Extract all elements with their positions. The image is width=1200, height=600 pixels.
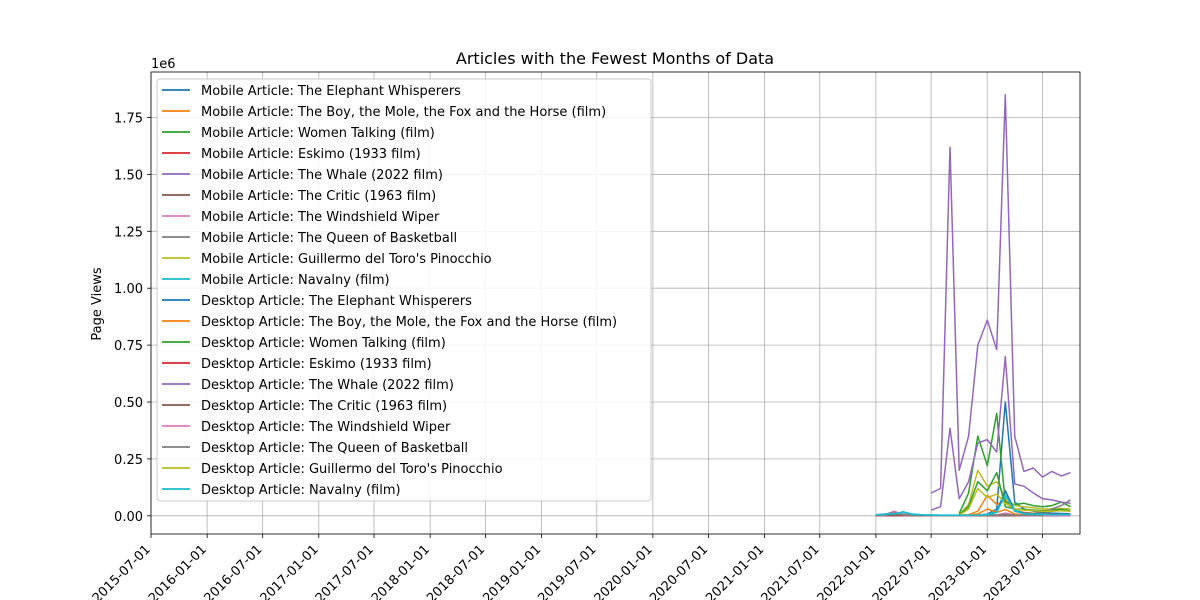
legend-entry: Desktop Article: The Windshield Wiper — [201, 420, 451, 435]
legend-entry: Desktop Article: Eskimo (1933 film) — [201, 357, 432, 372]
legend-entry: Desktop Article: The Critic (1963 film) — [201, 399, 447, 414]
series-line — [930, 355, 1071, 511]
y-tick-label: 0.25 — [114, 453, 143, 468]
chart-title: Articles with the Fewest Months of Data — [456, 49, 774, 68]
y-tick-label: 1.75 — [114, 112, 143, 127]
legend-entry: Desktop Article: Guillermo del Toro's Pi… — [201, 462, 503, 477]
y-offset-label: 1e6 — [151, 57, 176, 72]
legend-entry: Mobile Article: The Critic (1963 film) — [201, 189, 436, 204]
series-line — [875, 494, 1071, 516]
legend-entry: Desktop Article: Navalny (film) — [201, 483, 401, 498]
x-tick-label: 2021-07-01 — [759, 542, 823, 600]
x-tick-label: 2021-01-01 — [703, 542, 767, 600]
legend-entry: Mobile Article: Women Talking (film) — [201, 126, 435, 141]
legend-entry: Desktop Article: The Elephant Whisperers — [201, 294, 472, 309]
x-tick-label: 2022-07-01 — [870, 542, 934, 600]
legend-entry: Mobile Article: Navalny (film) — [201, 273, 390, 288]
y-axis-label: Page Views — [90, 267, 105, 340]
legend-entry: Mobile Article: The Windshield Wiper — [201, 210, 440, 225]
y-tick-label: 0.00 — [114, 510, 143, 525]
x-tick-label: 2019-07-01 — [536, 542, 600, 600]
y-tick-label: 0.50 — [114, 396, 143, 411]
legend-entry: Desktop Article: The Boy, the Mole, the … — [201, 315, 617, 330]
y-axis: 0.00 0.25 0.50 0.75 1.00 1.25 1.50 1.75 — [114, 112, 151, 525]
x-tick-label: 2023-01-01 — [926, 542, 990, 600]
legend-entry: Desktop Article: The Queen of Basketball — [201, 441, 468, 456]
y-tick-label: 1.00 — [114, 282, 143, 297]
legend-entry: Desktop Article: The Whale (2022 film) — [201, 378, 454, 393]
x-tick-label: 2017-07-01 — [313, 542, 377, 600]
plot-frame — [150, 71, 1081, 535]
x-tick-label: 2018-01-01 — [369, 542, 433, 600]
legend-entry: Mobile Article: The Elephant Whisperers — [201, 84, 461, 99]
series-line — [958, 412, 1071, 514]
x-tick-label: 2018-07-01 — [424, 542, 488, 600]
series-line — [958, 487, 1071, 516]
y-tick-label: 1.25 — [114, 225, 143, 240]
legend-entry: Mobile Article: Guillermo del Toro's Pin… — [201, 252, 492, 267]
x-axis: 2015-07-012016-01-012016-07-012017-01-01… — [90, 534, 1045, 600]
legend-entry: Desktop Article: Women Talking (film) — [201, 336, 446, 351]
x-tick-label: 2017-01-01 — [258, 542, 322, 600]
y-tick-label: 1.50 — [114, 168, 143, 183]
x-tick-label: 2023-07-01 — [981, 542, 1045, 600]
legend-box — [156, 78, 652, 502]
x-tick-label: 2020-07-01 — [647, 542, 711, 600]
x-tick-label: 2022-01-01 — [815, 542, 879, 600]
legend-entry: Mobile Article: The Boy, the Mole, the F… — [201, 105, 606, 120]
x-tick-label: 2016-01-01 — [146, 542, 210, 600]
y-tick-label: 0.75 — [114, 339, 143, 354]
x-tick-label: 2019-01-01 — [480, 542, 544, 600]
series-line — [930, 94, 1071, 494]
x-tick-label: 2016-07-01 — [201, 542, 265, 600]
legend-entry: Mobile Article: The Whale (2022 film) — [201, 168, 443, 183]
x-tick-label: 2020-01-01 — [592, 542, 656, 600]
legend-entry: Mobile Article: The Queen of Basketball — [201, 231, 457, 246]
x-tick-label: 2015-07-01 — [90, 542, 154, 600]
legend-entry: Mobile Article: Eskimo (1933 film) — [201, 147, 421, 162]
legend: Mobile Article: The Elephant Whisperers M… — [156, 78, 652, 502]
series-layer — [875, 94, 1071, 517]
